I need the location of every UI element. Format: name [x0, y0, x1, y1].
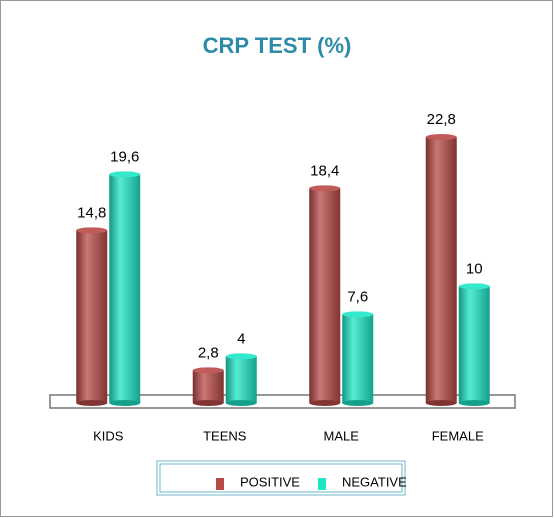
bar-top: [76, 227, 108, 234]
x-tick-label: TEENS: [203, 428, 247, 443]
bar-top: [425, 134, 457, 140]
value-label: 19,6: [110, 148, 139, 165]
value-label: 14,8: [77, 204, 106, 221]
value-label: 2,8: [198, 344, 219, 361]
bar-top: [109, 171, 141, 178]
bar: [225, 353, 257, 406]
legend-box-inner: [159, 463, 403, 493]
bar-body: [309, 188, 341, 403]
bar: [192, 367, 224, 406]
x-tick-label: KIDS: [93, 428, 124, 443]
bar-top: [192, 367, 224, 374]
value-label: 4: [237, 330, 245, 347]
bar-body: [425, 137, 457, 403]
legend-swatch: [216, 478, 224, 490]
bar-body: [342, 314, 374, 403]
value-label: 22,8: [427, 111, 456, 128]
legend-label: NEGATIVE: [342, 474, 407, 489]
bar-top: [309, 185, 341, 192]
bar: [309, 185, 341, 406]
bar-bottom: [309, 400, 341, 406]
legend-swatch: [318, 478, 326, 490]
bar-bottom: [76, 400, 108, 406]
bar-bottom: [192, 400, 224, 406]
x-tick-label: FEMALE: [432, 428, 484, 443]
bar-top: [458, 283, 490, 290]
value-label: 7,6: [347, 288, 368, 305]
bar-bottom: [425, 400, 457, 406]
legend-box: [156, 460, 406, 496]
floor: [49, 394, 516, 409]
bar: [76, 227, 108, 406]
bar-bottom: [109, 400, 141, 406]
x-tick-label: MALE: [324, 428, 360, 443]
bar-body: [225, 356, 257, 403]
bar-body: [76, 230, 108, 403]
bar-body: [192, 370, 224, 403]
value-label: 10: [466, 260, 483, 277]
legend-label: POSITIVE: [240, 474, 300, 489]
bar-body: [109, 174, 141, 403]
bar-bottom: [225, 400, 257, 406]
value-label: 18,4: [310, 162, 339, 179]
bar: [425, 134, 457, 406]
bar-top: [342, 311, 374, 318]
bar-top: [225, 353, 257, 360]
bar-body: [458, 286, 490, 403]
bar-bottom: [342, 400, 374, 406]
bar: [109, 171, 141, 406]
bar: [342, 311, 374, 406]
bar-bottom: [458, 400, 490, 406]
bar: [458, 283, 490, 406]
chart-title: CRP TEST (%): [203, 33, 352, 58]
